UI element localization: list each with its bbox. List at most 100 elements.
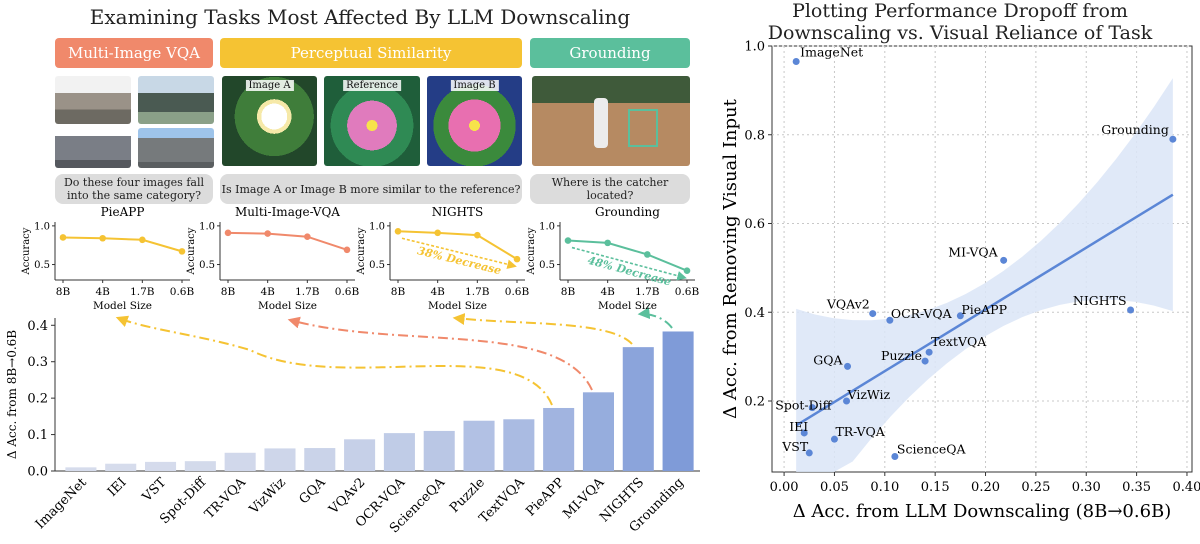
bar-y-tick-label: 0.0 (27, 465, 48, 480)
scatter-x-tick-label: 0.15 (921, 480, 950, 495)
y-tick-label: 0.5 (199, 260, 215, 271)
y-tick-label: 1.0 (199, 221, 215, 232)
point-puzzle (921, 357, 929, 365)
mini-chart-title: Multi-Image-VQA (235, 205, 340, 219)
y-axis-label: Accuracy (21, 227, 32, 275)
banner-multi-image-vqa: Multi-Image VQA (55, 38, 213, 68)
scatter-y-axis-label: Δ Acc. from Removing Visual Input (720, 98, 741, 418)
bar-nights (622, 347, 654, 471)
x-tick-label: 4B (95, 286, 110, 298)
x-tick-label: 0.6B (335, 286, 360, 298)
point-label: MI-VQA (948, 244, 998, 259)
point-iei (800, 429, 808, 437)
data-point (139, 236, 146, 244)
x-axis-label: Model Size (598, 300, 657, 312)
bar-y-tick-label: 0.1 (27, 428, 48, 443)
point-vizwiz (843, 397, 851, 405)
arrow-pieapp (115, 315, 553, 406)
x-axis-label: Model Size (258, 300, 317, 312)
point-vqav2 (869, 310, 877, 318)
image-a-photo: Image A (222, 76, 317, 166)
x-tick-label: 0.6B (505, 286, 530, 298)
point-label: PieAPP (961, 302, 1007, 317)
mountain-photo-3 (55, 128, 131, 168)
bar-y-axis-label: Δ Acc. from 8B→0.6B (5, 330, 19, 459)
point-grounding (1169, 135, 1177, 143)
bar-category-label: VizWiz (246, 475, 289, 518)
arrow-grounding (637, 307, 673, 329)
x-tick-label: 4B (260, 286, 275, 298)
data-point (644, 251, 651, 258)
x-tick-label: 8B (56, 286, 71, 298)
scatter-x-tick-label: 0.20 (971, 480, 1000, 495)
bar-ocr-vqa (383, 433, 415, 471)
scatter-y-tick-label: 0.6 (744, 217, 765, 232)
point-label: Puzzle (881, 348, 922, 363)
point-label: TextVQA (931, 334, 987, 349)
series-line (567, 239, 688, 272)
batter-figure (594, 98, 608, 148)
x-tick-label: 1.7B (130, 286, 155, 298)
left-title: Examining Tasks Most Affected By LLM Dow… (89, 5, 631, 29)
point-label: GQA (813, 352, 843, 367)
right-title-line1: Plotting Performance Dropoff from (792, 0, 1128, 22)
x-tick-label: 1.7B (465, 286, 490, 298)
y-axis-label: Accuracy (356, 227, 367, 275)
point-gqa (844, 362, 852, 370)
data-point (683, 267, 691, 275)
data-point (59, 234, 67, 241)
data-point (513, 255, 521, 263)
bar-puzzle (463, 420, 495, 471)
image-b-label: Image B (450, 80, 499, 91)
y-tick-label: 1.0 (539, 221, 555, 232)
x-tick-label: 8B (221, 286, 236, 298)
scatter-x-axis-label: Δ Acc. from LLM Downscaling (8B→0.6B) (793, 501, 1172, 522)
scatter-y-tick-label: 0.4 (744, 306, 765, 321)
point-label: TR-VQA (835, 424, 885, 439)
bar-grounding (662, 331, 694, 471)
scatter-chart: 0.00 0.05 0.10 0.15 0.20 0.25 0.30 0.35 0.40 0.2 0… (720, 40, 1200, 523)
scatter-x-tick-label: 0.25 (1021, 480, 1050, 495)
scatter-x-tick-label: 0.40 (1172, 480, 1200, 495)
bar-y-tick-label: 0.4 (27, 319, 48, 334)
image-a-label: Image A (245, 80, 294, 91)
series-line (397, 230, 518, 260)
point-label: NIGHTS (1073, 293, 1127, 308)
right-title-line2: Downscaling vs. Visual Reliance of Task (767, 22, 1153, 44)
banner-grounding: Grounding (530, 38, 690, 68)
bar-category-label: VST (139, 475, 170, 506)
data-point (304, 233, 311, 240)
bar-pieapp (543, 407, 575, 471)
confidence-band (796, 78, 1173, 472)
data-point (434, 229, 441, 237)
x-tick-label: 4B (600, 286, 615, 298)
point-label: Spot-Diff (775, 398, 832, 413)
point-imagenet (792, 58, 800, 66)
bar-tr-vqa (224, 452, 256, 471)
x-tick-label: 8B (561, 286, 576, 298)
point-label: ImageNet (800, 45, 863, 60)
question-perceptual: Is Image A or Image B more similar to th… (220, 174, 522, 204)
bar-spot-diff (184, 461, 216, 471)
data-point (604, 239, 611, 247)
mountain-photo-2 (138, 76, 214, 124)
scatter-x-tick-label: 0.35 (1122, 480, 1151, 495)
scatter-y-tick-label: 0.8 (744, 128, 765, 143)
image-b-photo: Image B (427, 76, 522, 166)
point-spot-diff (808, 404, 816, 412)
bar-category-label: GQA (296, 475, 329, 508)
bar-chart: 0.0 0.1 0.2 0.3 0.4 Δ Acc. from 8B→0.6B ImageN… (5, 318, 700, 536)
banner-perceptual-similarity: Perceptual Similarity (220, 38, 522, 68)
scatter-y-tick-label: 0.2 (744, 395, 765, 410)
scatter-y-tick-label: 1.0 (744, 40, 765, 55)
bar-gqa (304, 448, 336, 471)
x-tick-label: 1.7B (295, 286, 320, 298)
point-label: VQAv2 (826, 297, 870, 312)
y-tick-label: 0.5 (34, 260, 50, 271)
mini-chart-title: PieAPP (101, 205, 145, 219)
data-point (564, 237, 572, 244)
